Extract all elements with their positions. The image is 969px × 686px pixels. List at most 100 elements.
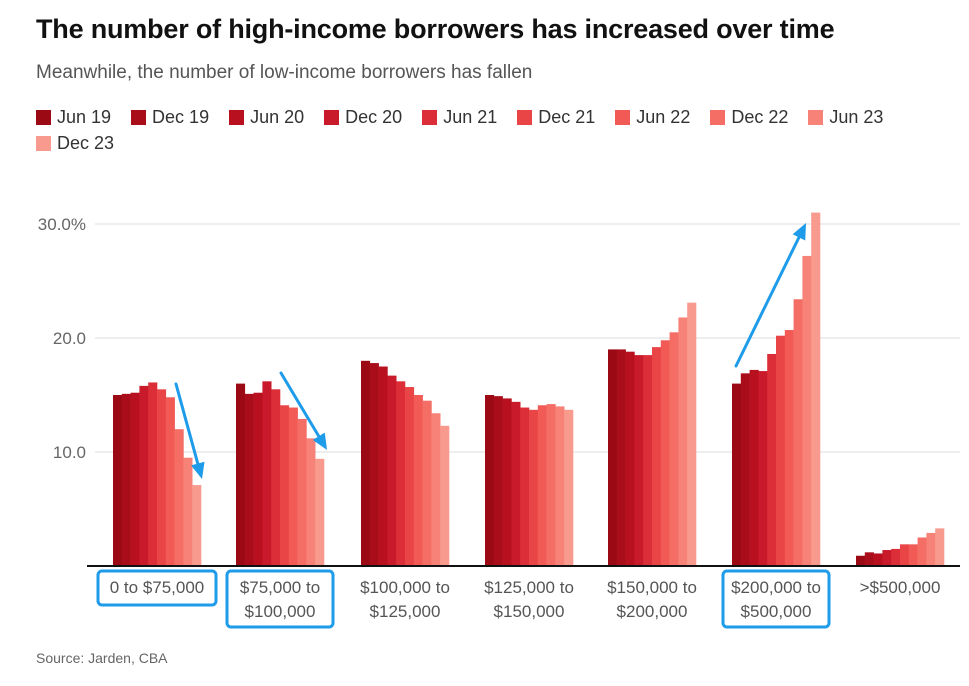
legend-label: Dec 23: [57, 133, 115, 153]
bar: [369, 363, 379, 566]
bar: [891, 548, 901, 566]
legend-label: Dec 21: [538, 107, 596, 127]
bar: [361, 360, 371, 566]
legend-item: Dec 20: [324, 104, 402, 130]
legend-item: Dec 21: [517, 104, 595, 130]
source-note: Source: Jarden, CBA: [36, 650, 168, 666]
legend-item: Jun 22: [615, 104, 690, 130]
bar: [784, 330, 794, 566]
bar: [882, 550, 892, 566]
legend-swatch: [36, 110, 51, 125]
bar: [652, 347, 662, 566]
legend-label: Jun 20: [250, 107, 305, 127]
bar: [537, 405, 547, 566]
x-tick-label: 0 to $75,000: [110, 578, 205, 597]
x-tick-label: $150,000: [494, 602, 565, 621]
bar: [297, 418, 307, 566]
legend-item: Dec 19: [131, 104, 209, 130]
legend-item: Dec 23: [36, 130, 114, 156]
bar: [917, 537, 927, 566]
legend: Jun 19 Dec 19 Jun 20 Dec 20 Jun 21 Dec 21 Jun …: [36, 104, 956, 156]
legend-swatch: [808, 110, 824, 125]
legend-item: Jun 19: [36, 104, 111, 130]
bar: [165, 397, 175, 566]
bar: [440, 425, 450, 566]
bar: [502, 398, 512, 566]
bar: [280, 405, 290, 566]
bar: [378, 366, 388, 566]
highlight-box: [96, 569, 218, 607]
bar: [900, 544, 910, 566]
bar: [873, 553, 883, 566]
bar: [113, 395, 123, 566]
x-tick-label: $125,000 to: [484, 578, 574, 597]
legend-swatch: [615, 110, 631, 125]
bar: [529, 409, 539, 566]
legend-item: Jun 21: [422, 104, 497, 130]
bar: [926, 532, 936, 566]
bar: [669, 332, 679, 566]
bar: [935, 528, 945, 566]
bar: [520, 407, 530, 566]
bar: [625, 351, 635, 566]
bar: [306, 438, 316, 566]
bar: [192, 485, 202, 566]
legend-label: Jun 21: [443, 107, 498, 127]
bar: [236, 383, 246, 566]
bar: [811, 212, 821, 566]
annotation-arrow-shaft: [734, 235, 801, 368]
bar: [740, 373, 750, 566]
bar: [387, 375, 397, 566]
annotation-arrow-shaft: [174, 382, 200, 466]
x-tick-label: $200,000: [617, 602, 688, 621]
bar: [864, 552, 874, 566]
x-tick-label: $100,000: [245, 602, 316, 621]
bar: [616, 349, 626, 566]
bar: [732, 383, 742, 566]
x-tick-label: >$500,000: [860, 578, 941, 597]
legend-swatch: [710, 110, 726, 125]
legend-item: Jun 20: [229, 104, 304, 130]
bar: [908, 544, 918, 566]
bar: [660, 340, 670, 566]
bar: [485, 395, 495, 566]
legend-label: Jun 22: [636, 107, 691, 127]
bar: [288, 407, 298, 566]
legend-item: Dec 22: [710, 104, 788, 130]
bar: [687, 302, 697, 566]
bar: [802, 255, 812, 567]
legend-label: Dec 20: [345, 107, 403, 127]
bar: [793, 299, 803, 566]
bar: [413, 395, 423, 566]
annotation-arrows: [174, 223, 806, 479]
bar: [157, 389, 167, 566]
legend-swatch: [422, 110, 438, 125]
x-tick-label: $500,000: [741, 602, 812, 621]
legend-label: Jun 19: [57, 107, 112, 127]
bar: [431, 413, 441, 566]
bar: [253, 392, 263, 566]
annotation-arrow-head: [792, 223, 806, 241]
bar: [396, 381, 406, 566]
bar: [262, 381, 272, 566]
legend-label: Jun 23: [829, 107, 884, 127]
bar: [564, 409, 574, 566]
highlight-box: [225, 569, 335, 629]
y-axis-ticks: 10.0 20.0 30.0%: [38, 215, 86, 462]
bar: [315, 458, 325, 566]
annotation-arrow-shaft: [279, 371, 321, 438]
x-axis-labels: 0 to $75,000 $75,000 to $100,000 $100,000 t…: [110, 578, 941, 621]
bar: [678, 317, 688, 566]
chart-title: The number of high-income borrowers has …: [36, 14, 835, 44]
y-tick-label: 10.0: [53, 443, 86, 462]
bar: [148, 382, 158, 566]
legend-label: Dec 19: [152, 107, 210, 127]
bar: [130, 392, 140, 566]
bar: [749, 369, 759, 566]
bar: [139, 385, 149, 566]
bar: [634, 355, 644, 566]
legend-item: Jun 23: [808, 104, 883, 130]
chart-subtitle: Meanwhile, the number of low-income borr…: [36, 62, 533, 83]
bar: [758, 371, 768, 566]
